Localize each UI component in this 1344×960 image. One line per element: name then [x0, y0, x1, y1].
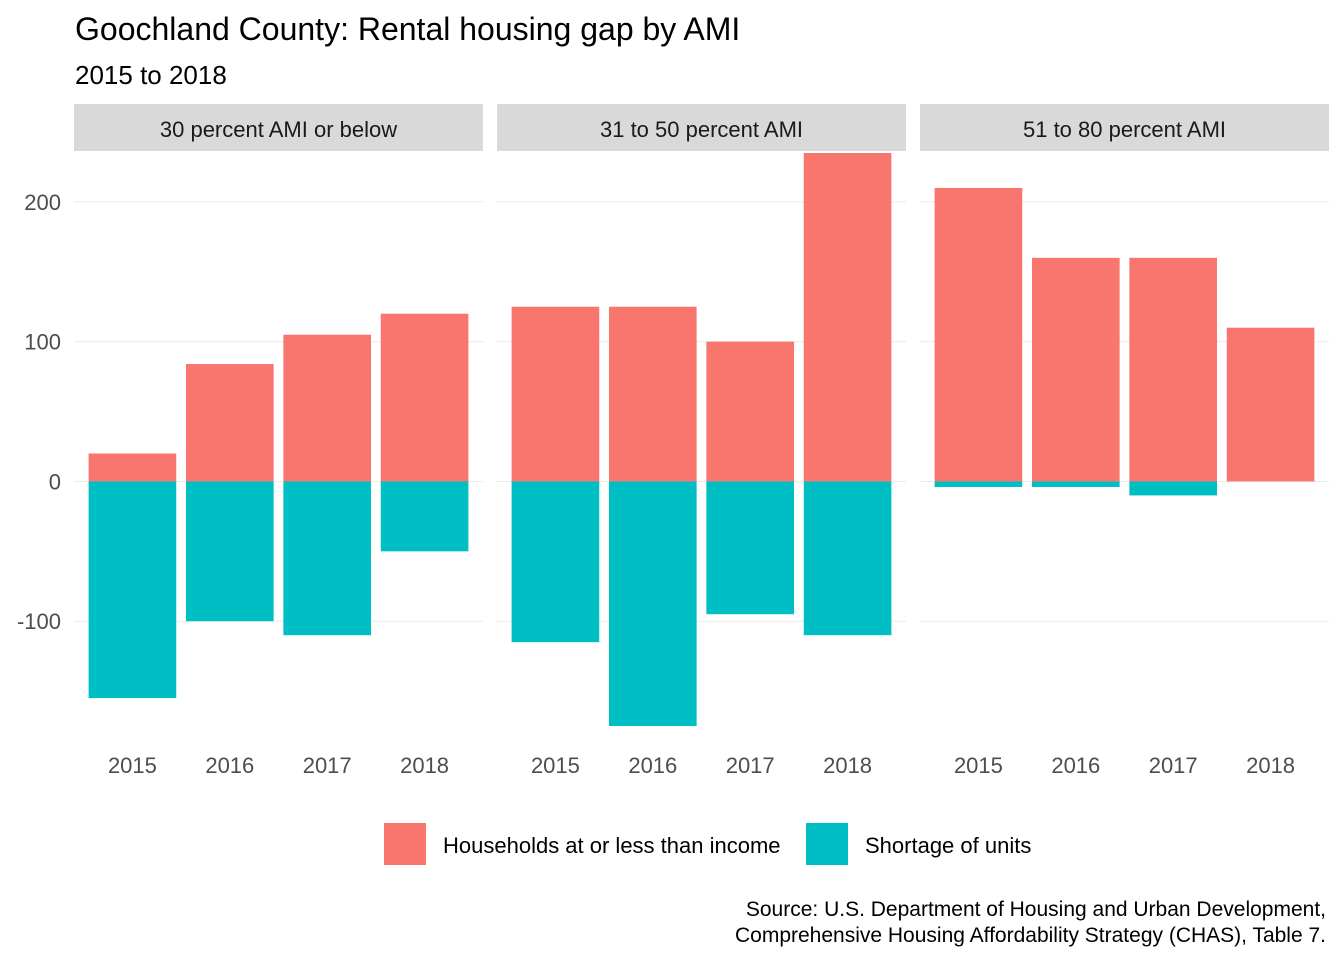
x-tick-label: 2015 [954, 753, 1003, 778]
legend-key-shortage [806, 823, 848, 865]
bar-households [706, 341, 795, 482]
bar-households [283, 334, 372, 482]
bar-households [934, 187, 1023, 482]
caption-line-2: Comprehensive Housing Affordability Stra… [735, 924, 1326, 947]
facet-strip [920, 104, 1329, 151]
bar-shortage [706, 481, 795, 615]
chart-subtitle: 2015 to 2018 [75, 60, 227, 90]
x-tick-label: 2017 [726, 753, 775, 778]
bar-households [1226, 327, 1315, 482]
facet-panel: 31 to 50 percent AMI 2015 2016 2017 2018 [497, 104, 906, 778]
facet-strip [497, 104, 906, 151]
facet-panel: 30 percent AMI or below 2015 2016 2017 2018 [74, 104, 483, 778]
bar-households [185, 364, 274, 482]
facet-panel: 51 to 80 percent AMI 2015 2016 2017 2018 [920, 104, 1329, 778]
x-tick-label: 2018 [823, 753, 872, 778]
bar-shortage [283, 481, 372, 636]
bar-shortage [511, 481, 600, 643]
x-tick-label: 2018 [400, 753, 449, 778]
bar-shortage [1129, 481, 1218, 496]
y-tick-label: 0 [49, 469, 61, 494]
x-tick-label: 2016 [628, 753, 677, 778]
plot-area: -100 0 100 200 30 percent AMI or below 2015 20… [17, 104, 1329, 778]
x-tick-label: 2017 [1149, 753, 1198, 778]
chart-title: Goochland County: Rental housing gap by … [75, 11, 740, 47]
facet-strip-label: 30 percent AMI or below [160, 117, 397, 142]
bar-households [88, 453, 177, 482]
legend-key-households [384, 823, 426, 865]
bar-households [803, 153, 892, 482]
facet-strip-label: 51 to 80 percent AMI [1023, 117, 1226, 142]
legend: Households at or less than income Shortag… [384, 823, 1031, 865]
bar-shortage [608, 481, 697, 727]
bar-shortage [380, 481, 469, 552]
x-tick-label: 2017 [303, 753, 352, 778]
facet-strip [74, 104, 483, 151]
legend-label: Households at or less than income [443, 833, 781, 858]
y-tick-label: 100 [24, 330, 61, 355]
x-tick-label: 2015 [531, 753, 580, 778]
bar-households [1031, 257, 1120, 482]
x-tick-label: 2015 [108, 753, 157, 778]
caption-line-1: Source: U.S. Department of Housing and U… [746, 898, 1326, 921]
x-tick-label: 2018 [1246, 753, 1295, 778]
bar-shortage [803, 481, 892, 636]
bar-households [380, 313, 469, 482]
bar-shortage [1031, 481, 1120, 488]
bar-households [511, 306, 600, 482]
bar-shortage [88, 481, 177, 699]
x-tick-label: 2016 [205, 753, 254, 778]
x-tick-label: 2016 [1051, 753, 1100, 778]
facet-strip-label: 31 to 50 percent AMI [600, 117, 803, 142]
bar-households [608, 306, 697, 482]
bar-shortage [934, 481, 1023, 488]
y-tick-label: -100 [17, 609, 61, 634]
bar-households [1129, 257, 1218, 482]
y-tick-label: 200 [24, 190, 61, 215]
legend-label: Shortage of units [865, 833, 1031, 858]
bar-shortage [185, 481, 274, 622]
